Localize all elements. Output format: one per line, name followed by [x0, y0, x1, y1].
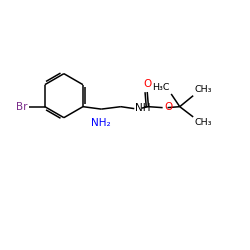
Text: CH₃: CH₃ — [195, 118, 212, 127]
Text: O: O — [164, 102, 172, 113]
Text: O: O — [143, 79, 151, 89]
Text: CH₃: CH₃ — [195, 86, 212, 94]
Text: NH: NH — [135, 104, 150, 114]
Text: NH₂: NH₂ — [92, 118, 111, 128]
Text: H₃C: H₃C — [152, 83, 169, 92]
Text: Br: Br — [16, 102, 27, 112]
